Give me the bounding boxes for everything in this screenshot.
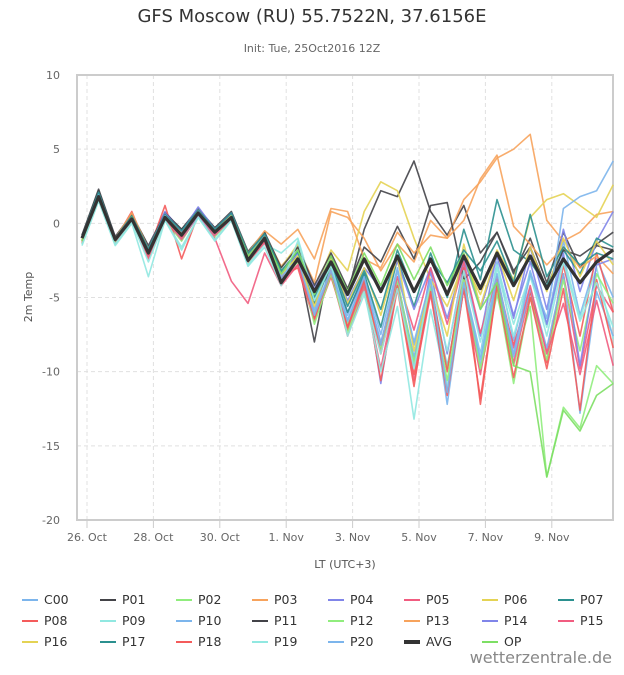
- legend-swatch: [176, 598, 192, 601]
- series-line-avg[interactable]: [80, 195, 615, 297]
- chart-area: 10 5 0 -5 -10 -15 -20 26. Oct 28. Oct 30. Oct 1. …: [22, 69, 615, 571]
- legend-item-p19[interactable]: P19: [252, 634, 297, 649]
- legend-item-op[interactable]: OP: [482, 634, 521, 649]
- series-line-p17[interactable]: [81, 191, 614, 311]
- x-tick-label: 28. Oct: [133, 531, 174, 544]
- legend-label: P06: [504, 592, 528, 607]
- legend-swatch: [558, 598, 574, 601]
- legend-label: P07: [580, 592, 604, 607]
- series-line-p02[interactable]: [81, 198, 614, 478]
- legend-swatch: [404, 598, 420, 601]
- legend-swatch: [328, 619, 344, 622]
- legend-item-p04[interactable]: P04: [328, 592, 373, 607]
- legend-label: P02: [198, 592, 222, 607]
- legend-swatch: [404, 619, 420, 622]
- legend-item-p07[interactable]: P07: [558, 592, 603, 607]
- series-group: [80, 133, 615, 478]
- legend-label: P04: [350, 592, 374, 607]
- y-tick-label: -20: [42, 514, 60, 527]
- credit-watermark: wetterzentrale.de: [469, 648, 612, 667]
- x-tick-label: 1. Nov: [268, 531, 304, 544]
- y-axis: 10 5 0 -5 -10 -15 -20: [42, 69, 60, 527]
- legend-item-p13[interactable]: P13: [404, 613, 449, 628]
- y-tick-label: -5: [49, 292, 60, 305]
- y-tick-label: -15: [42, 440, 60, 453]
- legend-label: P10: [198, 613, 222, 628]
- legend-item-p02[interactable]: P02: [176, 592, 221, 607]
- legend-label: AVG: [426, 634, 452, 649]
- legend-label: P17: [122, 634, 146, 649]
- legend-item-p10[interactable]: P10: [176, 613, 221, 628]
- legend-swatch: [482, 598, 498, 601]
- legend-item-p16[interactable]: P16: [22, 634, 67, 649]
- legend-swatch: [22, 619, 38, 622]
- legend-label: P05: [426, 592, 450, 607]
- legend-label: P19: [274, 634, 298, 649]
- legend-item-p15[interactable]: P15: [558, 613, 603, 628]
- y-tick-label: 0: [53, 217, 60, 230]
- legend-item-p08[interactable]: P08: [22, 613, 67, 628]
- x-axis: 26. Oct 28. Oct 30. Oct 1. Nov 3. Nov 5. Nov 7…: [67, 520, 570, 544]
- legend-label: P20: [350, 634, 374, 649]
- legend-swatch: [558, 619, 574, 622]
- y-axis-title: 2m Temp: [22, 272, 35, 323]
- legend-swatch: [482, 640, 498, 643]
- x-axis-title: LT (UTC+3): [314, 558, 375, 571]
- legend-swatch: [482, 619, 498, 622]
- legend-item-p03[interactable]: P03: [252, 592, 297, 607]
- legend-item-p05[interactable]: P05: [404, 592, 449, 607]
- chart-subtitle: Init: Tue, 25Oct2016 12Z: [243, 42, 381, 55]
- legend-item-c00[interactable]: C00: [22, 592, 69, 607]
- x-tick-label: 3. Nov: [335, 531, 371, 544]
- legend-label: P03: [274, 592, 298, 607]
- legend-item-p09[interactable]: P09: [100, 613, 145, 628]
- x-tick-label: 5. Nov: [401, 531, 437, 544]
- legend-label: P18: [198, 634, 222, 649]
- legend-label: P11: [274, 613, 298, 628]
- legend-item-p06[interactable]: P06: [482, 592, 527, 607]
- legend-label: P12: [350, 613, 374, 628]
- legend-label: P15: [580, 613, 604, 628]
- legend-item-p01[interactable]: P01: [100, 592, 145, 607]
- legend-label: OP: [504, 634, 522, 649]
- legend-item-p20[interactable]: P20: [328, 634, 373, 649]
- legend-swatch: [176, 619, 192, 622]
- legend-item-avg[interactable]: AVG: [404, 634, 452, 649]
- chart-title: GFS Moscow (RU) 55.7522N, 37.6156E: [137, 6, 487, 27]
- series-line-p19[interactable]: [81, 198, 614, 370]
- legend-label: P16: [44, 634, 68, 649]
- legend-label: P01: [122, 592, 146, 607]
- legend-label: P08: [44, 613, 68, 628]
- y-tick-label: 10: [46, 69, 60, 82]
- y-tick-label: 5: [53, 143, 60, 156]
- legend-item-p12[interactable]: P12: [328, 613, 373, 628]
- legend-item-p14[interactable]: P14: [482, 613, 527, 628]
- legend-swatch: [328, 598, 344, 601]
- legend-swatch: [328, 640, 344, 643]
- legend-swatch: [22, 598, 38, 601]
- legend-swatch: [100, 619, 116, 622]
- x-tick-label: 9. Nov: [534, 531, 570, 544]
- legend-item-p11[interactable]: P11: [252, 613, 297, 628]
- x-tick-label: 26. Oct: [67, 531, 108, 544]
- x-tick-label: 30. Oct: [200, 531, 241, 544]
- legend-swatch: [252, 640, 268, 643]
- legend-swatch: [252, 619, 268, 622]
- legend-swatch: [252, 598, 268, 601]
- legend-label: P09: [122, 613, 146, 628]
- legend-item-p17[interactable]: P17: [100, 634, 145, 649]
- legend-swatch: [100, 598, 116, 601]
- legend-swatch: [100, 640, 116, 643]
- x-tick-label: 7. Nov: [468, 531, 504, 544]
- legend-label: P13: [426, 613, 450, 628]
- legend-label: C00: [44, 592, 69, 607]
- legend-label: P14: [504, 613, 528, 628]
- y-tick-label: -10: [42, 366, 60, 379]
- legend-swatch: [22, 640, 38, 643]
- legend-swatch: [404, 639, 420, 644]
- legend-swatch: [176, 640, 192, 643]
- legend-item-p18[interactable]: P18: [176, 634, 221, 649]
